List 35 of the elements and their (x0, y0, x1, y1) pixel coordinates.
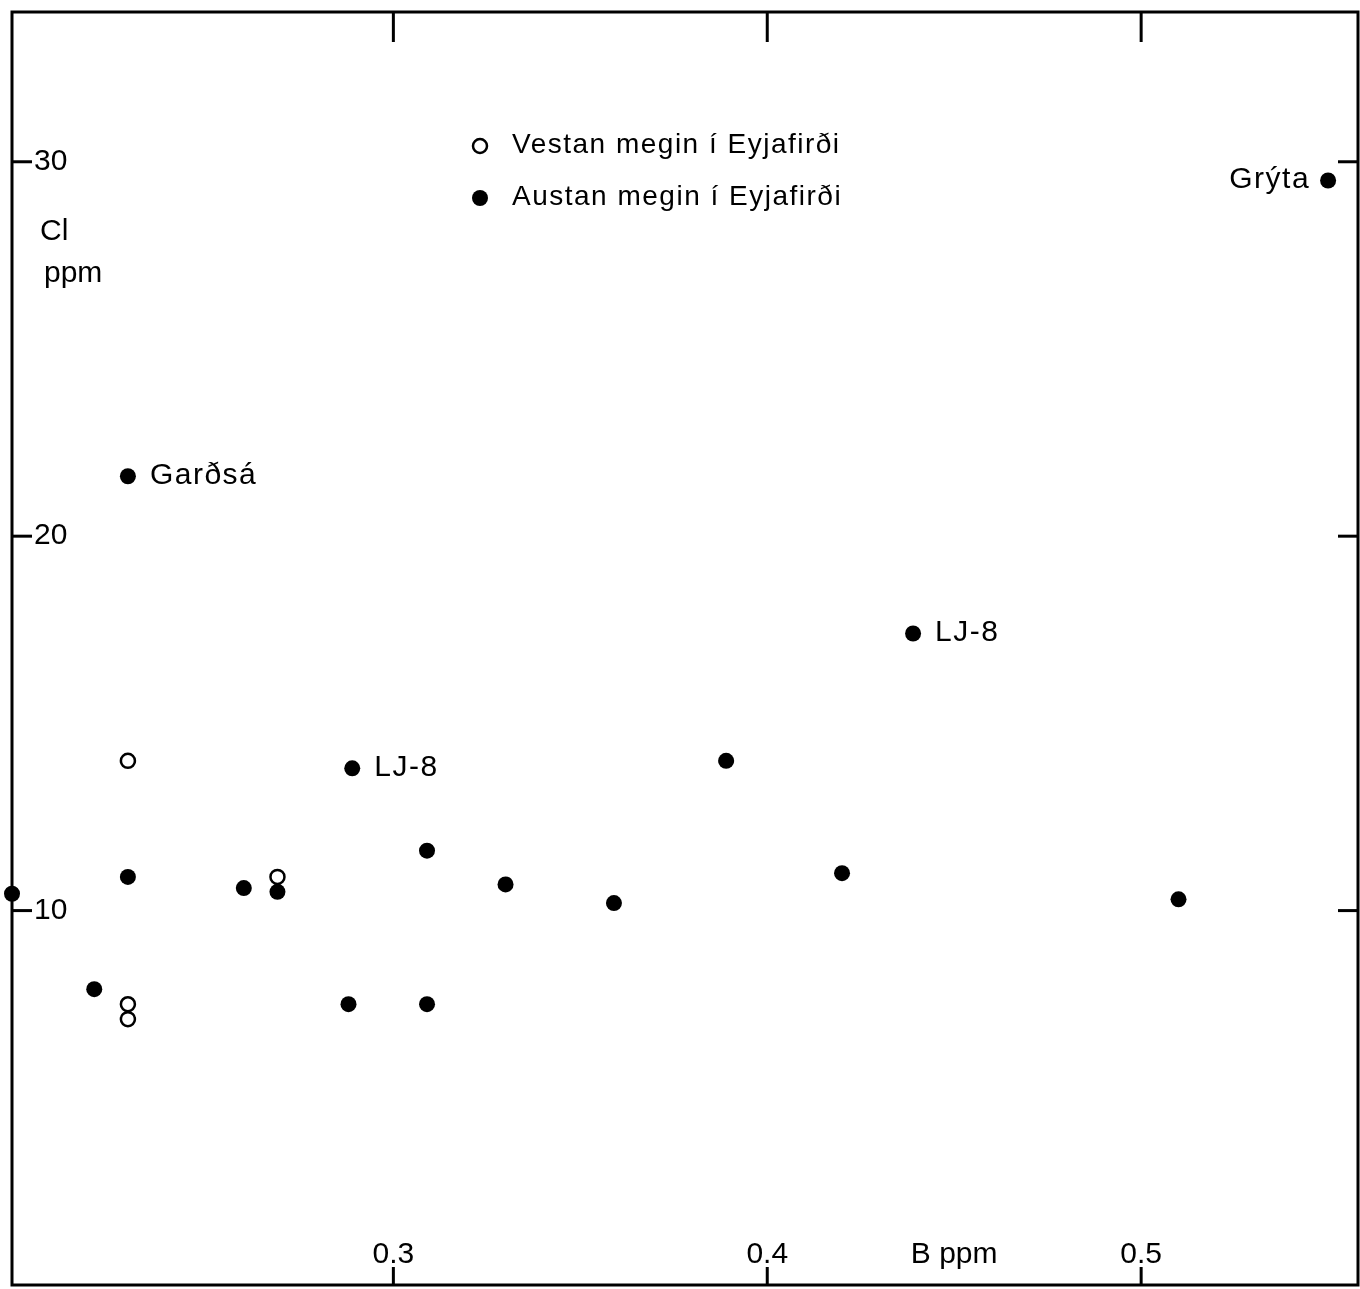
annotation: Grýta (1229, 161, 1311, 195)
annotation: Garðsá (149, 457, 258, 491)
point (905, 625, 922, 642)
point (834, 865, 851, 882)
point (718, 752, 735, 769)
x-axis-title: B ppm (910, 1236, 998, 1269)
point (235, 880, 252, 897)
point (1320, 172, 1337, 189)
legend-label: Austan megin í Eyjafirði (512, 180, 843, 212)
point (344, 760, 361, 777)
x-tick-label: 0.4 (746, 1236, 789, 1269)
y-tick-label: 10 (34, 891, 68, 925)
point (119, 1010, 137, 1028)
point (119, 468, 136, 485)
y-axis-title: Cl ppm (40, 212, 103, 288)
point (119, 995, 137, 1013)
point (4, 885, 20, 902)
point (269, 883, 286, 900)
legend-label: Vestan megin í Eyjafirði (512, 128, 841, 160)
point (269, 868, 286, 886)
point (605, 895, 622, 912)
annotation: LJ-8 (374, 749, 439, 783)
point (340, 996, 357, 1013)
annotation: LJ-8 (935, 614, 1000, 648)
point (119, 752, 137, 770)
y-tick-label: 20 (34, 517, 68, 551)
point (497, 876, 514, 893)
x-tick-label: 0.3 (372, 1236, 415, 1269)
point (86, 981, 103, 998)
x-tick-label: 0.5 (1120, 1236, 1162, 1269)
point (1170, 891, 1187, 908)
point (419, 996, 436, 1013)
point (419, 842, 436, 859)
y-tick-label: 30 (34, 142, 68, 176)
point (119, 868, 136, 885)
